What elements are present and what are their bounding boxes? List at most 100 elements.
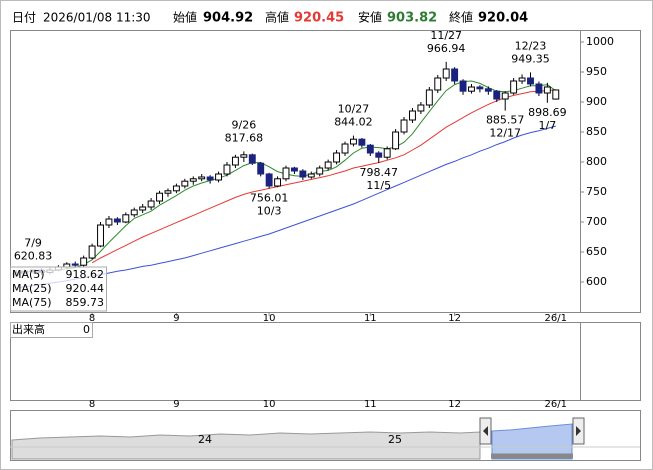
x-tick-label: 12 [448,399,461,410]
candle-body [223,164,231,175]
y-tick-label: 750 [586,185,607,198]
candle-body [240,154,248,158]
candle-body [206,176,214,181]
navigator-label: 25 [388,433,402,446]
candle-body [307,173,315,178]
candle-body [451,68,459,82]
annotation-value: 949.35 [511,52,550,65]
candle-body [189,178,197,182]
candle-body [493,90,501,100]
candle-body [130,209,138,216]
annotation-date: 10/27 [338,103,370,116]
candle-body [425,89,433,106]
candle-body [231,156,239,166]
annotation-value: 798.47 [359,166,398,179]
annotation-date: 11/27 [430,29,462,42]
candle-body [349,138,357,145]
datetime: 2026/01/08 11:30 [43,11,151,25]
candle-body [459,80,467,92]
candle-body [442,68,450,79]
candle-body [409,110,416,121]
candle-body [80,257,88,266]
annotation-value: 620.83 [14,250,53,263]
legend-value: 859.73 [66,296,105,309]
x-tick-label: 11 [364,399,377,410]
candle-body [341,143,349,154]
date-label: 日付 [12,11,36,25]
candle-body [172,185,180,192]
candle-body [97,224,104,247]
candle-body [383,148,391,158]
volume-axis [580,322,641,401]
annotation-value: 898.69 [528,106,567,119]
candle-body [400,119,408,133]
open-value: 904.92 [203,11,253,26]
annotation-date: 10/3 [257,204,282,217]
x-tick-label: 8 [89,399,95,410]
x-tick-label: 26/1 [545,399,567,410]
candle-body [484,88,492,92]
price-axis [580,30,641,313]
y-tick-label: 1000 [586,35,614,48]
y-tick-label: 800 [586,155,607,168]
volume-tick-label: 0 [83,323,90,336]
candle-body [164,190,172,194]
annotation-date: 7/9 [24,237,42,250]
candle-body [122,214,130,223]
candle-body [527,77,534,85]
candle-body [333,152,341,163]
candle-body [139,206,147,211]
open-label: 始値 [173,10,197,25]
candle-body [71,263,79,266]
x-tick-label: 10 [263,399,276,410]
annotation-date: 9/26 [231,118,256,131]
volume-panel [10,322,581,401]
candle-body [181,180,189,187]
annotation-value: 966.94 [427,42,466,55]
x-tick-label: 9 [173,313,179,324]
candle-body [198,176,206,180]
high-label: 高値 [265,10,289,25]
x-tick-label: 8 [89,313,95,324]
candle-body [265,173,273,187]
candle-body [88,245,96,259]
candle-body [215,173,223,181]
handle-arrow [576,426,581,436]
candle-body [324,161,332,169]
volume-legend [10,322,93,338]
navigator-label: 24 [198,433,212,446]
x-tick-label: 9 [173,399,179,410]
x-tick-label: 10 [263,313,276,324]
legend-name: MA(25) [12,282,52,295]
y-tick-label: 600 [586,275,607,288]
candle-body [257,162,265,175]
candle-body [358,138,366,146]
candle-body [299,170,307,178]
handle-arrow [483,426,488,436]
close-value: 920.04 [478,11,528,26]
y-tick-label: 950 [586,65,607,78]
annotation-value: 817.68 [225,131,264,144]
candle-body [366,144,374,154]
header: 日付 2026/01/08 11:30 始値 904.92 高値 920.45 … [12,10,528,26]
candle-body [476,86,484,90]
candle-body [105,218,113,226]
candle-body [535,83,543,94]
candle-body [434,77,442,91]
navigator-history [11,431,481,460]
candle-body [543,86,551,94]
volume-label: 出来高 [12,322,45,336]
candle-body [282,167,290,180]
candle-body [468,86,475,92]
candle-body [248,154,256,164]
annotation-value: 844.02 [334,116,373,129]
legend-box [10,266,107,312]
annotation-date: 11/5 [366,179,391,192]
candle-body [290,167,298,172]
y-tick-label: 700 [586,215,607,228]
annotation-date: 1/7 [539,119,557,132]
candle-body [518,77,526,82]
legend-value: 918.62 [66,268,105,281]
candle-body [156,192,163,202]
